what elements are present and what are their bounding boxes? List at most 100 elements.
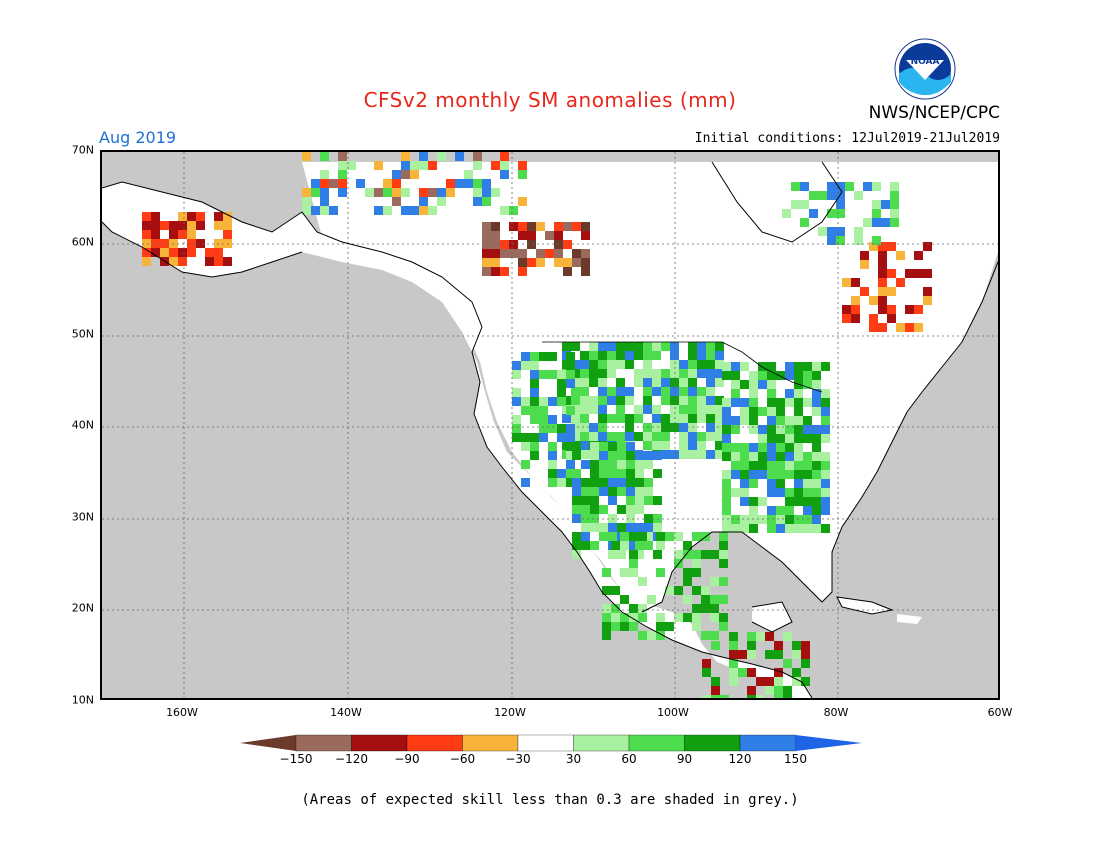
anomaly-cell <box>428 206 437 215</box>
anomaly-cell <box>670 378 679 387</box>
anomaly-cell <box>854 191 863 200</box>
anomaly-cell <box>731 452 740 461</box>
anomaly-cell <box>758 452 767 461</box>
anomaly-cell <box>821 398 830 407</box>
lon-label: 140W <box>330 706 362 719</box>
anomaly-cell <box>643 405 652 414</box>
anomaly-cell <box>785 515 794 524</box>
anomaly-cell <box>151 248 160 257</box>
anomaly-cell <box>767 479 776 488</box>
anomaly-cell <box>563 267 572 276</box>
anomaly-cell <box>500 170 509 179</box>
anomaly-cell <box>187 239 196 248</box>
anomaly-cell <box>401 188 410 197</box>
anomaly-cell <box>611 541 620 550</box>
anomaly-cell <box>674 532 683 541</box>
anomaly-cell <box>178 230 187 239</box>
anomaly-cell <box>722 479 731 488</box>
anomaly-cell <box>598 360 607 369</box>
anomaly-cell <box>767 524 776 533</box>
anomaly-cell <box>518 267 527 276</box>
anomaly-cell <box>836 182 845 191</box>
anomaly-cell <box>142 257 151 266</box>
anomaly-cell <box>521 352 530 361</box>
anomaly-cell <box>827 236 836 245</box>
anomaly-cell <box>530 415 539 424</box>
anomaly-cell <box>491 240 500 249</box>
anomaly-cell <box>729 641 738 650</box>
anomaly-cell <box>187 221 196 230</box>
anomaly-cell <box>169 257 178 266</box>
anomaly-cell <box>178 257 187 266</box>
anomaly-cell <box>590 460 599 469</box>
anomaly-cell <box>608 487 617 496</box>
anomaly-cell <box>776 488 785 497</box>
anomaly-cell <box>214 257 223 266</box>
anomaly-cell <box>715 423 724 432</box>
anomaly-cell <box>598 387 607 396</box>
anomaly-cell <box>860 287 869 296</box>
anomaly-cell <box>566 460 575 469</box>
anomaly-cell <box>383 179 392 188</box>
anomaly-cell <box>566 433 575 442</box>
anomaly-cell <box>803 497 812 506</box>
anomaly-cell <box>617 451 626 460</box>
anomaly-cell <box>530 406 539 415</box>
anomaly-cell <box>731 362 740 371</box>
anomaly-cell <box>661 342 670 351</box>
anomaly-cell <box>785 416 794 425</box>
colorbar-tick-label: −30 <box>505 752 531 766</box>
skill-note: (Areas of expected skill less than 0.3 a… <box>301 792 799 808</box>
anomaly-cell <box>812 524 821 533</box>
anomaly-cell <box>530 388 539 397</box>
anomaly-cell <box>756 677 765 686</box>
anomaly-cell <box>679 441 688 450</box>
anomaly-cell <box>701 586 710 595</box>
anomaly-cell <box>625 342 634 351</box>
colorbar-tick-label: −120 <box>335 752 368 766</box>
anomaly-cell <box>738 668 747 677</box>
anomaly-cell <box>722 497 731 506</box>
anomaly-cell <box>589 405 598 414</box>
anomaly-cell <box>878 305 887 314</box>
anomaly-cell <box>715 351 724 360</box>
anomaly-cell <box>821 524 830 533</box>
anomaly-cell <box>758 515 767 524</box>
anomaly-cell <box>625 351 634 360</box>
anomaly-cell <box>679 432 688 441</box>
anomaly-cell <box>473 197 482 206</box>
anomaly-cell <box>598 414 607 423</box>
anomaly-cell <box>720 695 729 698</box>
anomaly-cell <box>527 240 536 249</box>
anomaly-cell <box>794 452 803 461</box>
anomaly-cell <box>223 221 232 230</box>
anomaly-cell <box>602 613 611 622</box>
anomaly-cell <box>566 406 575 415</box>
anomaly-cell <box>767 425 776 434</box>
anomaly-cell <box>557 388 566 397</box>
anomaly-cell <box>774 650 783 659</box>
anomaly-cell <box>776 398 785 407</box>
anomaly-cell <box>683 541 692 550</box>
anomaly-cell <box>644 460 653 469</box>
anomaly-cell <box>536 258 545 267</box>
anomaly-cell <box>656 622 665 631</box>
anomaly-cell <box>749 425 758 434</box>
anomaly-cell <box>706 396 715 405</box>
anomaly-cell <box>548 397 557 406</box>
anomaly-cell <box>598 423 607 432</box>
anomaly-cell <box>365 188 374 197</box>
anomaly-cell <box>812 506 821 515</box>
anomaly-cell <box>794 497 803 506</box>
anomaly-cell <box>178 221 187 230</box>
anomaly-cell <box>801 641 810 650</box>
anomaly-cell <box>821 416 830 425</box>
anomaly-cell <box>842 314 851 323</box>
anomaly-cell <box>758 371 767 380</box>
anomaly-cell <box>635 469 644 478</box>
anomaly-cell <box>482 231 491 240</box>
anomaly-cell <box>602 568 611 577</box>
anomaly-cell <box>794 461 803 470</box>
anomaly-cell <box>625 387 634 396</box>
anomaly-cell <box>634 369 643 378</box>
